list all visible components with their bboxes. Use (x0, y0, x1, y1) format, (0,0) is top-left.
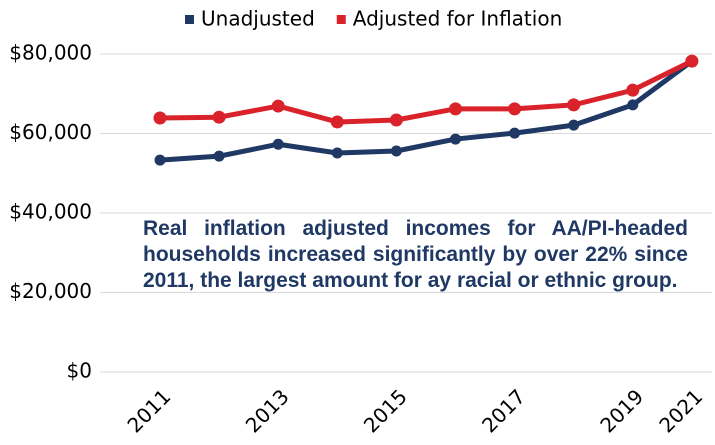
point (331, 147, 343, 159)
legend-swatch (336, 15, 346, 24)
x-tick-label: 2021 (654, 384, 707, 437)
point (212, 110, 226, 124)
legend-label: Adjusted for Inflation (353, 7, 562, 31)
legend-swatch (185, 15, 194, 24)
point (509, 127, 521, 139)
point (449, 102, 462, 116)
point (508, 102, 522, 116)
point (568, 119, 580, 131)
y-tick-label: $0 (67, 359, 92, 383)
y-tick-label: $80,000 (9, 41, 92, 65)
point (626, 83, 640, 97)
x-tick-label: 2013 (241, 384, 294, 437)
x-tick-label: 2019 (595, 384, 648, 437)
x-tick-label: 2017 (477, 384, 530, 437)
x-tick-label: 2015 (359, 384, 412, 437)
point (685, 54, 699, 68)
x-tick-label: 2011 (122, 384, 175, 437)
legend-label: Unadjusted (201, 7, 315, 31)
point (213, 150, 225, 162)
point (272, 138, 284, 150)
point (154, 154, 166, 166)
series-line (159, 59, 694, 163)
y-tick-label: $60,000 (9, 120, 92, 144)
point (330, 115, 344, 129)
y-tick-label: $20,000 (9, 279, 92, 303)
y-tick-label: $40,000 (9, 200, 92, 224)
annotation: Real inflation adjusted incomes for AA/P… (143, 217, 688, 292)
point (450, 133, 461, 145)
point (627, 99, 639, 111)
series-line (159, 58, 694, 125)
point (567, 98, 581, 112)
point (389, 113, 403, 127)
point (271, 99, 285, 113)
point (390, 145, 402, 157)
point (153, 111, 167, 125)
